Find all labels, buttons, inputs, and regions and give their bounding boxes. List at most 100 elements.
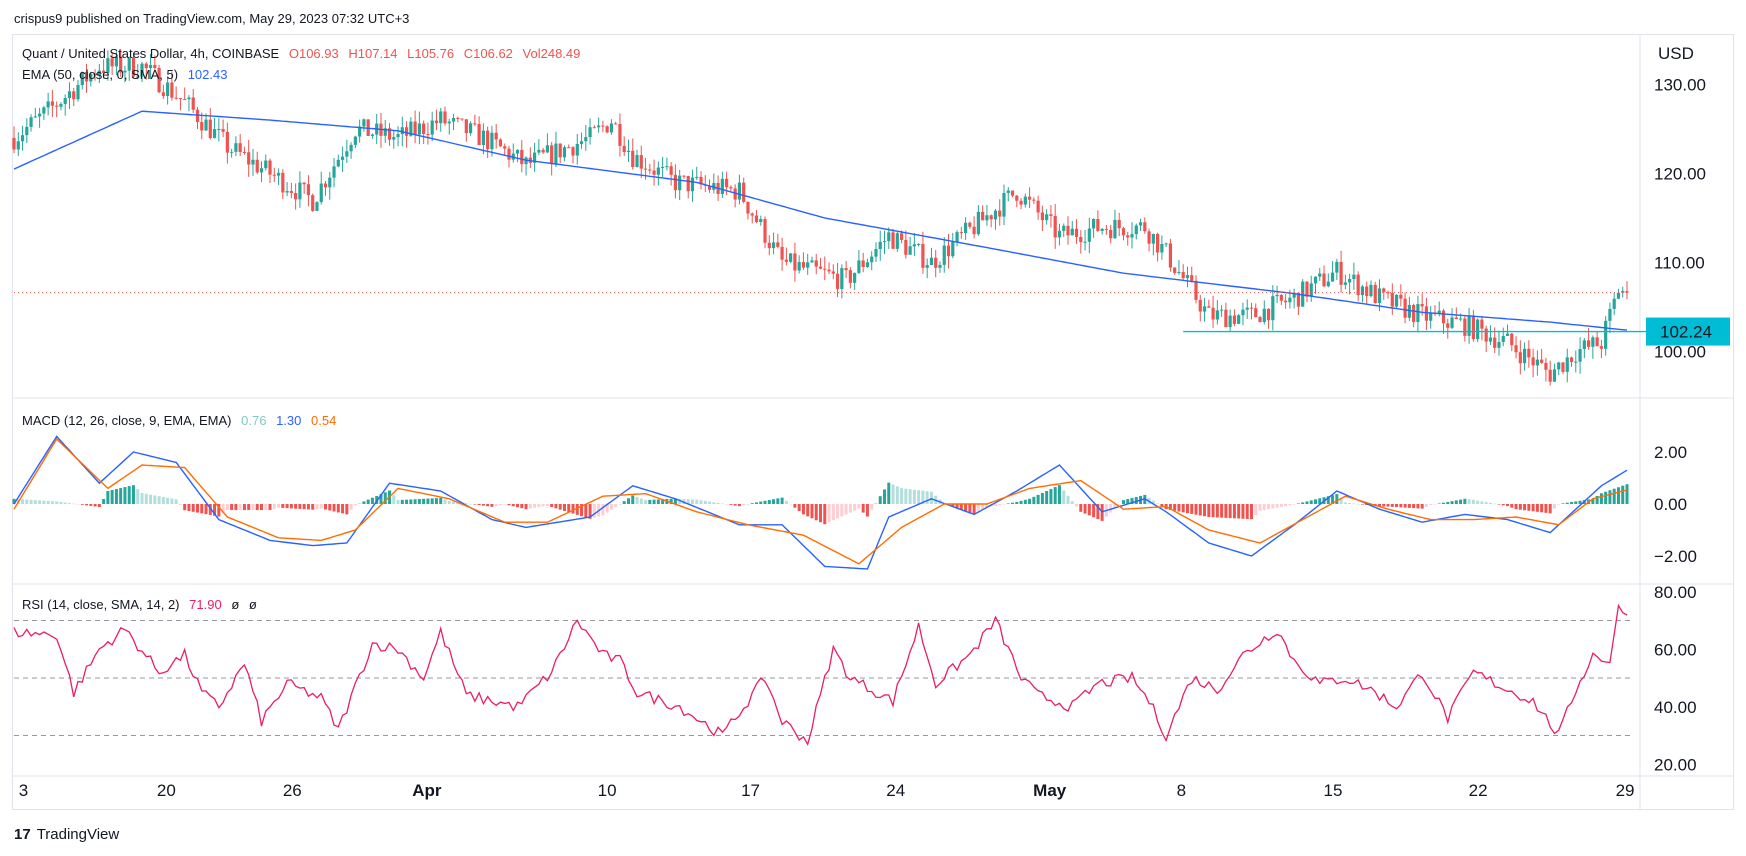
macd-histogram-bar — [1130, 498, 1134, 504]
macd-histogram-bar — [1194, 504, 1198, 515]
macd-histogram-bar — [1134, 496, 1138, 504]
macd-histogram-bar — [883, 489, 887, 504]
macd-histogram-bar — [383, 492, 387, 504]
candle-body — [230, 151, 234, 153]
candle-body — [938, 264, 942, 268]
time-axis-label: 29 — [1616, 781, 1635, 800]
candle-body — [754, 215, 759, 223]
macd-histogram-bar — [1578, 500, 1582, 504]
candle-body — [255, 159, 259, 173]
macd-histogram-bar — [1087, 504, 1091, 516]
macd-histogram-bar — [1040, 492, 1044, 504]
candle-body — [200, 122, 204, 131]
candle-body — [801, 262, 806, 268]
tradingview-footer[interactable]: 17 TradingView — [14, 826, 119, 843]
macd-histogram-bar — [55, 501, 59, 504]
macd-histogram-bar — [1493, 503, 1497, 505]
macd-histogram-bar — [1454, 500, 1458, 504]
macd-histogram-bar — [1420, 504, 1424, 509]
macd-histogram-bar — [1271, 504, 1275, 509]
macd-histogram-bar — [153, 495, 157, 504]
macd-histogram-bar — [763, 500, 767, 504]
candle-body — [1557, 362, 1561, 370]
symbol-label[interactable]: Quant / United States Dollar, 4h, COINBA… — [22, 46, 280, 61]
candle-body — [1181, 272, 1185, 279]
macd-histogram-bar — [592, 504, 596, 518]
macd-histogram-bar — [1544, 504, 1548, 513]
candle-body — [195, 109, 200, 123]
candle-body — [208, 119, 212, 139]
macd-histogram-bar — [396, 500, 400, 504]
candle-body — [1215, 310, 1219, 320]
time-axis-label: 24 — [886, 781, 905, 800]
level-price-tag[interactable] — [1646, 317, 1730, 346]
macd-histogram-bar — [195, 504, 199, 513]
macd-histogram-bar — [562, 504, 566, 511]
candle-body — [1522, 348, 1527, 364]
candle-body — [16, 141, 20, 150]
price-tick: 130.00 — [1654, 76, 1706, 95]
candle-body — [1450, 317, 1454, 328]
macd-histogram-bar — [567, 504, 571, 513]
candle-body — [1053, 215, 1057, 238]
macd-histogram-bar — [1506, 504, 1510, 507]
candle-body — [874, 249, 878, 257]
level-price-text: 102.24 — [1660, 323, 1712, 342]
candle-body — [780, 246, 784, 260]
macd-histogram-bar — [1535, 504, 1539, 512]
candle-body — [588, 127, 592, 138]
candle-body — [1424, 306, 1429, 321]
macd-histogram-bar — [1510, 504, 1514, 508]
candle-body — [1023, 196, 1027, 205]
macd-histogram-bar — [315, 504, 319, 510]
candle-body — [25, 126, 29, 136]
candle-body — [690, 177, 695, 192]
candle-body — [302, 182, 306, 185]
macd-histogram-bar — [469, 503, 473, 505]
ohlc-low: L105.76 — [407, 46, 455, 61]
ema-label[interactable]: EMA (50, close, 0, SMA, 5) — [22, 67, 179, 82]
macd-histogram-bar — [294, 504, 298, 509]
candle-body — [1501, 335, 1505, 343]
macd-histogram-bar — [1471, 499, 1475, 504]
macd-histogram-bar — [1011, 502, 1015, 504]
candle-body — [908, 246, 912, 255]
macd-histogram-bar — [520, 504, 524, 509]
macd-histogram-bar — [503, 504, 507, 505]
macd-histogram-bar — [1121, 500, 1125, 504]
candle-body — [84, 72, 89, 82]
macd-histogram-bar — [754, 502, 758, 504]
rsi-label[interactable]: RSI (14, close, SMA, 14, 2) — [22, 597, 180, 612]
candle-body — [840, 268, 844, 289]
macd-label[interactable]: MACD (12, 26, close, 9, EMA, EMA) — [22, 413, 232, 428]
macd-histogram-bar — [976, 504, 980, 513]
candle-body — [1156, 233, 1160, 253]
macd-histogram-bar — [434, 498, 438, 504]
macd-histogram-bar — [409, 499, 413, 504]
macd-histogram-bar — [831, 504, 835, 521]
macd-histogram-bar — [1313, 499, 1317, 504]
macd-histogram-bar — [217, 504, 221, 517]
macd-histogram-bar — [789, 504, 793, 505]
macd-histogram-bar — [1015, 501, 1019, 504]
macd-histogram-bar — [161, 496, 165, 504]
candle-body — [626, 150, 631, 153]
candle-body — [1569, 357, 1574, 363]
macd-histogram-bar — [362, 501, 366, 504]
candle-body — [204, 119, 208, 131]
candle-body — [464, 119, 468, 134]
time-axis-label: 8 — [1177, 781, 1186, 800]
candle-body — [50, 101, 55, 106]
macd-histogram-bar — [1245, 504, 1249, 519]
candle-body — [1318, 273, 1322, 277]
macd-histogram-bar — [1467, 499, 1471, 504]
macd-histogram-bar — [1433, 504, 1437, 505]
candle-body — [114, 56, 119, 67]
candle-body — [993, 210, 998, 220]
macd-histogram-bar — [1309, 500, 1313, 504]
macd-histogram-bar — [853, 504, 857, 511]
candle-body — [140, 63, 144, 77]
macd-histogram-bar — [993, 504, 997, 506]
macd-histogram-bar — [1279, 504, 1283, 507]
